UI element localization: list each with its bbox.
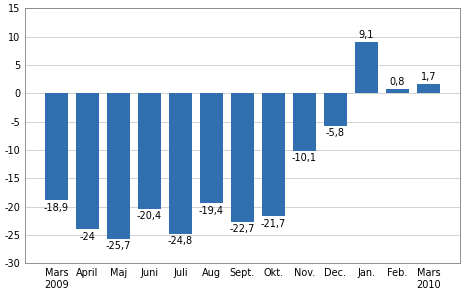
Bar xyxy=(230,93,254,222)
Text: 1,7: 1,7 xyxy=(420,72,435,82)
Bar xyxy=(200,93,223,203)
Bar xyxy=(354,42,377,93)
Text: -10,1: -10,1 xyxy=(291,153,316,163)
Bar xyxy=(261,93,284,216)
Bar xyxy=(292,93,315,151)
Text: -25,7: -25,7 xyxy=(106,241,131,251)
Text: -5,8: -5,8 xyxy=(325,128,344,138)
Bar xyxy=(169,93,192,234)
Text: 9,1: 9,1 xyxy=(358,30,373,40)
Text: -19,4: -19,4 xyxy=(199,206,224,216)
Text: -24,8: -24,8 xyxy=(168,236,193,246)
Bar xyxy=(75,93,99,229)
Bar xyxy=(138,93,161,209)
Text: -18,9: -18,9 xyxy=(44,203,69,213)
Bar xyxy=(385,89,408,93)
Text: -24: -24 xyxy=(79,232,95,242)
Text: 0,8: 0,8 xyxy=(389,77,404,87)
Text: -22,7: -22,7 xyxy=(229,224,255,234)
Bar xyxy=(45,93,68,201)
Bar xyxy=(416,83,439,93)
Bar xyxy=(323,93,346,126)
Text: -20,4: -20,4 xyxy=(137,211,162,221)
Bar xyxy=(106,93,130,239)
Text: -21,7: -21,7 xyxy=(260,218,286,228)
